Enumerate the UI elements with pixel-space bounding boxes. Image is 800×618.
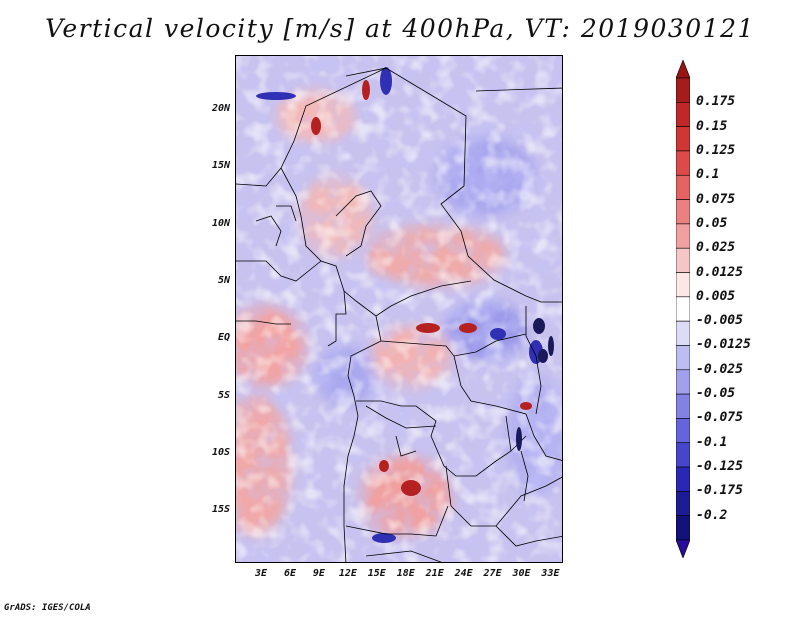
colorbar-segment [676, 199, 690, 225]
colorbar-tick-label: -0.0125 [696, 337, 751, 353]
colorbar-segment [676, 345, 690, 371]
country-borders [236, 67, 562, 562]
colorbar-segment [676, 126, 690, 152]
colorbar-segment [676, 174, 690, 200]
colorbar-segment [676, 515, 690, 541]
lat-tick-label: 5N [217, 275, 230, 287]
lat-tick-label: 20N [211, 103, 230, 115]
colorbar-top-arrow [676, 60, 690, 79]
map-panel [235, 55, 563, 563]
lakes [516, 318, 554, 451]
colorbar [676, 60, 690, 558]
colorbar-segment [676, 418, 690, 444]
lon-tick-label: 6E [283, 568, 296, 579]
lon-tick-label: 33E [541, 568, 560, 579]
colorbar-segment [676, 296, 690, 322]
colorbar-tick-label: -0.05 [696, 386, 736, 402]
lat-tick-label: 10N [211, 217, 230, 229]
lon-tick-label: 15E [367, 568, 386, 579]
grads-credit: GrADS: IGES/COLA [4, 603, 91, 613]
colorbar-tick-label: 0.125 [696, 142, 736, 158]
lon-tick-label: 30E [512, 568, 531, 579]
colorbar-segment [676, 466, 690, 492]
colorbar-segment [676, 223, 690, 249]
colorbar-tick-label: -0.075 [696, 410, 743, 426]
lat-tick-label: EQ [217, 332, 230, 344]
colorbar-segment [676, 393, 690, 419]
colorbar-tick-label: -0.1 [696, 434, 728, 450]
lon-tick-label: 18E [396, 568, 415, 579]
colorbar-bottom-arrow [676, 539, 690, 558]
colorbar-tick-label: -0.125 [696, 459, 743, 475]
colorbar-segment [676, 369, 690, 395]
colorbar-tick-label: 0.025 [696, 240, 736, 256]
colorbar-tick-label: 0.175 [696, 94, 736, 110]
strong-updraft-spots [311, 80, 532, 496]
colorbar-tick-label: 0.0125 [696, 264, 743, 280]
colorbar-tick-label: -0.2 [696, 507, 728, 523]
colorbar-tick-label: 0.005 [696, 288, 736, 304]
colorbar-tick-label: 0.1 [696, 167, 720, 183]
colorbar-tick-label: 0.15 [696, 118, 728, 134]
colorbar-tick-label: -0.005 [696, 313, 743, 329]
velocity-field-noise [236, 56, 562, 562]
lon-tick-label: 27E [483, 568, 502, 579]
lon-tick-label: 24E [454, 568, 473, 579]
lon-tick-label: 9E [312, 568, 325, 579]
colorbar-tick-label: -0.025 [696, 361, 743, 377]
colorbar-segment [676, 150, 690, 176]
colorbar-tick-label: 0.075 [696, 191, 736, 207]
lat-tick-label: 10S [211, 447, 230, 459]
lon-tick-label: 3E [255, 568, 268, 579]
chart-title: Vertical velocity [m/s] at 400hPa, VT: 2… [45, 14, 755, 43]
lon-tick-label: 12E [338, 568, 357, 579]
colorbar-segment [676, 77, 690, 103]
colorbar-segment [676, 272, 690, 298]
colorbar-tick-label: -0.175 [696, 483, 743, 499]
lon-tick-label: 21E [425, 568, 444, 579]
colorbar-segment [676, 320, 690, 346]
lat-tick-label: 5S [217, 389, 230, 401]
colorbar-segment [676, 442, 690, 468]
colorbar-segment [676, 247, 690, 273]
lat-tick-label: 15N [211, 160, 230, 172]
vertical-velocity-map [236, 56, 562, 562]
colorbar-segment [676, 102, 690, 127]
lat-tick-label: 15S [211, 504, 230, 516]
colorbar-segment [676, 491, 690, 516]
colorbar-tick-label: 0.05 [696, 215, 728, 231]
